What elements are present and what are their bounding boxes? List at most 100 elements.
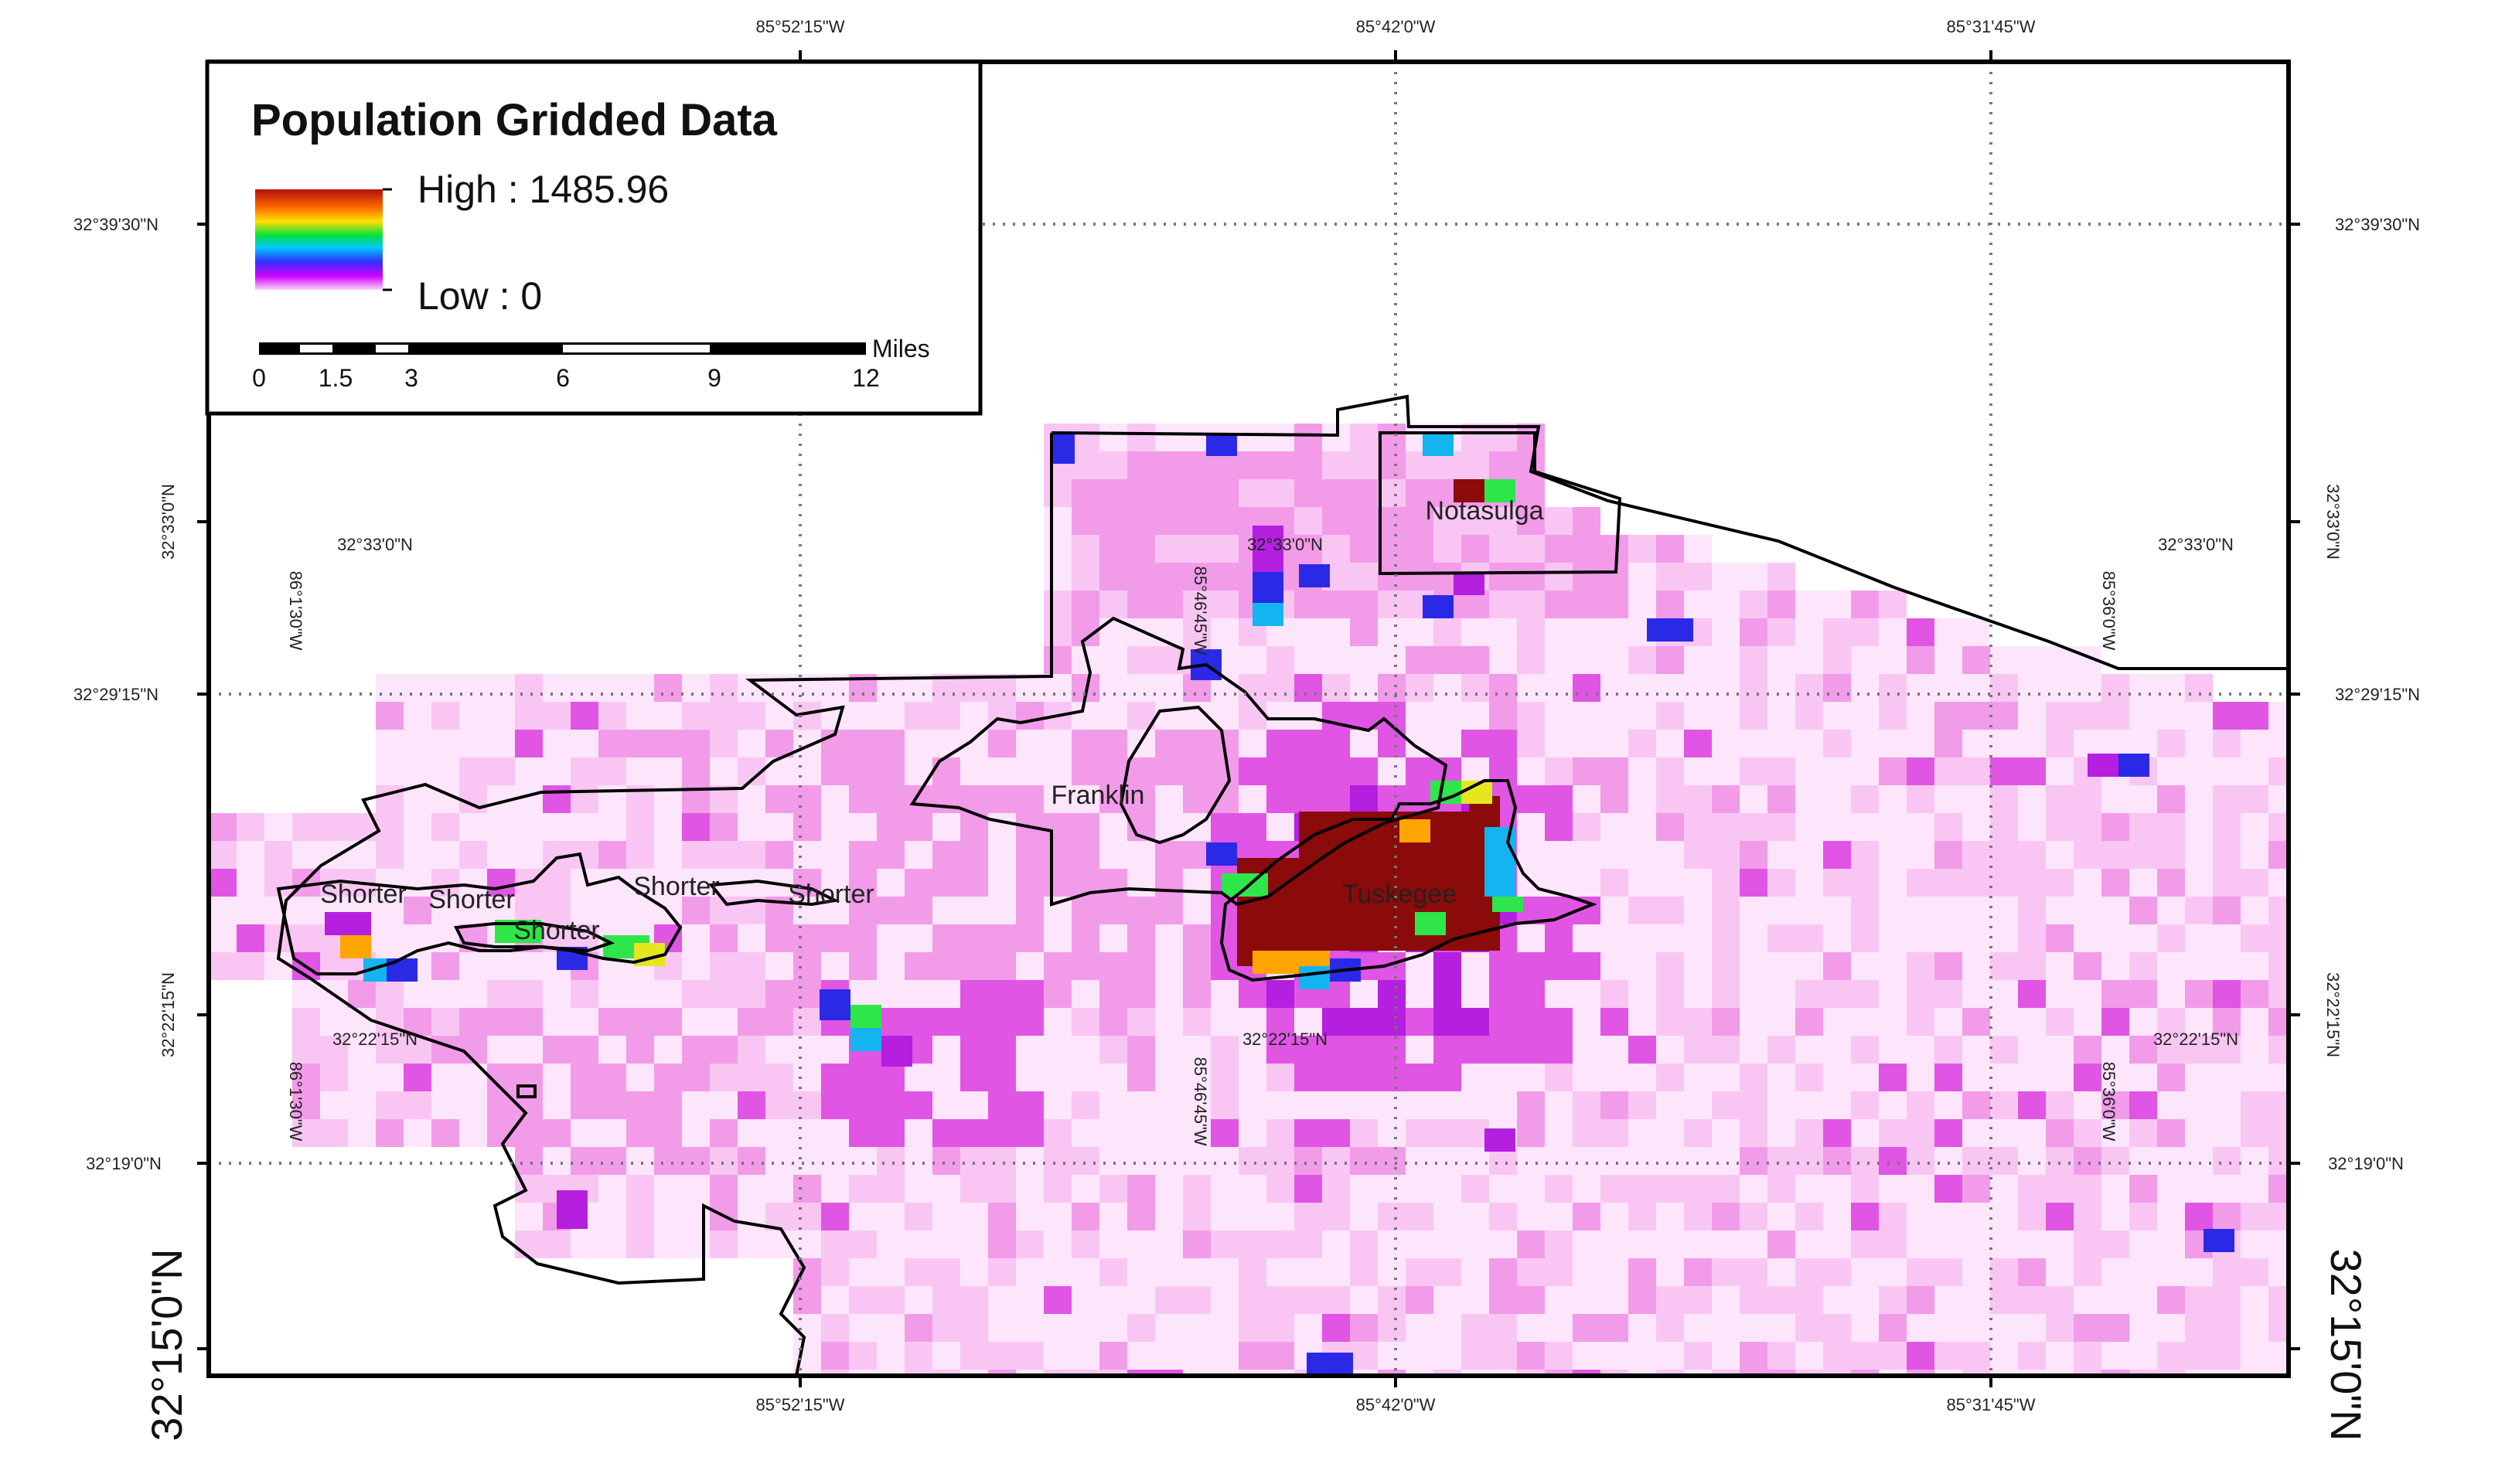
raster-cell bbox=[2213, 897, 2241, 924]
raster-cell bbox=[2241, 785, 2268, 813]
raster-cell bbox=[682, 702, 710, 730]
raster-cell bbox=[1907, 674, 1934, 702]
raster-cell bbox=[1684, 1036, 1712, 1064]
raster-cell bbox=[1990, 1286, 2018, 1314]
raster-cell bbox=[1573, 813, 1600, 841]
raster-cell bbox=[2157, 1008, 2185, 1036]
raster-cell bbox=[1767, 618, 1795, 646]
raster-cell bbox=[1823, 757, 1851, 785]
raster-cell bbox=[1600, 897, 1628, 924]
raster-cell bbox=[2074, 1175, 2101, 1203]
raster-cell bbox=[1795, 1230, 1823, 1258]
raster-cell bbox=[710, 1008, 738, 1036]
raster-cell bbox=[2241, 952, 2268, 980]
raster-cell bbox=[1823, 1091, 1851, 1119]
raster-cell bbox=[1239, 757, 1266, 785]
raster-cell bbox=[292, 1064, 320, 1091]
raster-cell bbox=[877, 869, 905, 897]
raster-cell bbox=[1155, 1064, 1183, 1091]
raster-cell bbox=[1461, 1091, 1489, 1119]
raster-cell bbox=[1099, 702, 1127, 730]
raster-cell bbox=[2241, 841, 2268, 869]
raster-cell bbox=[2129, 897, 2157, 924]
raster-cell bbox=[1545, 730, 1573, 757]
raster-cell bbox=[1851, 730, 1879, 757]
shorter-boundary bbox=[276, 852, 683, 975]
raster-cell bbox=[1879, 924, 1907, 952]
raster-cell bbox=[1294, 646, 1322, 674]
raster-cell bbox=[932, 1036, 960, 1064]
raster-cell bbox=[1517, 563, 1545, 591]
raster-cell bbox=[1823, 1119, 1851, 1147]
raster-cell bbox=[1517, 785, 1545, 813]
raster-cell bbox=[2268, 952, 2289, 980]
raster-cell bbox=[1823, 1147, 1851, 1175]
raster-cell bbox=[1907, 1064, 1934, 1091]
raster-cell bbox=[765, 757, 793, 785]
raster-cell bbox=[1600, 1008, 1628, 1036]
raster-cell bbox=[1879, 1314, 1907, 1342]
raster-cell bbox=[1322, 757, 1350, 785]
raster-cell bbox=[1795, 869, 1823, 897]
raster-cell bbox=[765, 1008, 793, 1036]
raster-cell bbox=[2046, 952, 2074, 980]
raster-cell bbox=[1211, 813, 1239, 841]
raster-cell bbox=[459, 702, 487, 730]
raster-cell bbox=[1879, 1064, 1907, 1091]
raster-cell bbox=[1099, 924, 1127, 952]
raster-cell bbox=[2157, 1064, 2185, 1091]
raster-cell bbox=[2074, 1342, 2101, 1370]
raster-cell bbox=[1795, 1036, 1823, 1064]
top-lon-label: 85°42'0"W bbox=[1356, 17, 1436, 36]
raster-cell bbox=[1684, 1147, 1712, 1175]
raster-cell bbox=[1433, 1203, 1461, 1230]
raster-cell bbox=[2157, 1258, 2185, 1286]
raster-cell bbox=[2157, 1175, 2185, 1203]
raster-cell bbox=[487, 702, 515, 730]
raster-cell bbox=[2074, 1203, 2101, 1230]
raster-cell bbox=[1879, 869, 1907, 897]
raster-cell bbox=[849, 897, 877, 924]
raster-cell bbox=[1461, 1342, 1489, 1370]
raster-cell bbox=[1879, 591, 1907, 618]
raster-cell bbox=[2157, 702, 2185, 730]
raster-cell bbox=[1155, 535, 1183, 563]
raster-cell bbox=[1489, 1008, 1517, 1036]
raster-cell bbox=[1099, 1258, 1127, 1286]
raster-cell bbox=[1600, 646, 1628, 674]
raster-cell bbox=[431, 674, 459, 702]
raster-cell bbox=[1600, 952, 1628, 980]
raster-cell bbox=[1656, 980, 1684, 1008]
raster-cell bbox=[1656, 730, 1684, 757]
raster-cell bbox=[404, 1119, 431, 1147]
raster-cell bbox=[1155, 507, 1183, 535]
raster-cell bbox=[1767, 1175, 1795, 1203]
raster-cell bbox=[1740, 1258, 1767, 1286]
raster-cell bbox=[1294, 507, 1322, 535]
raster-cell bbox=[1072, 1091, 1099, 1119]
raster-cell bbox=[1600, 924, 1628, 952]
raster-cell bbox=[2101, 1147, 2129, 1175]
raster-cell bbox=[2101, 869, 2129, 897]
raster-cell bbox=[1545, 813, 1573, 841]
raster-cell bbox=[1712, 1230, 1740, 1258]
raster-cell bbox=[2241, 1230, 2268, 1258]
raster-cell bbox=[960, 1286, 988, 1314]
raster-cell bbox=[2074, 1314, 2101, 1342]
raster-cell bbox=[1934, 1175, 1962, 1203]
raster-cell bbox=[905, 730, 932, 757]
raster-cell bbox=[1266, 646, 1294, 674]
raster-cell bbox=[1879, 1286, 1907, 1314]
raster-cell bbox=[571, 785, 598, 813]
raster-cell bbox=[849, 785, 877, 813]
raster-cell bbox=[2185, 1064, 2213, 1091]
raster-cell bbox=[1155, 1008, 1183, 1036]
raster-cell bbox=[1684, 674, 1712, 702]
raster-cell bbox=[598, 674, 626, 702]
raster-cell bbox=[487, 813, 515, 841]
raster-cell bbox=[1656, 563, 1684, 591]
inner-lat-label: 32°22'15"N bbox=[332, 1030, 418, 1049]
raster-cell bbox=[1183, 1036, 1211, 1064]
raster-cell bbox=[1907, 757, 1934, 785]
raster-cell bbox=[1211, 980, 1239, 1008]
